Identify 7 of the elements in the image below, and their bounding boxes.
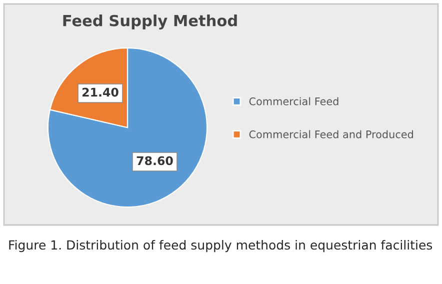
data-label: 21.40 bbox=[82, 88, 118, 97]
pie-slice bbox=[47, 47, 208, 208]
chart-title: Feed Supply Method bbox=[63, 14, 237, 30]
legend-label: Commercial Feed and Produced bbox=[249, 130, 413, 138]
data-label: 78.60 bbox=[136, 156, 173, 166]
caption: Figure 1. Distribution of feed supply methods in equestrian facilities bbox=[9, 240, 432, 252]
legend-label: Commercial Feed bbox=[249, 97, 338, 106]
